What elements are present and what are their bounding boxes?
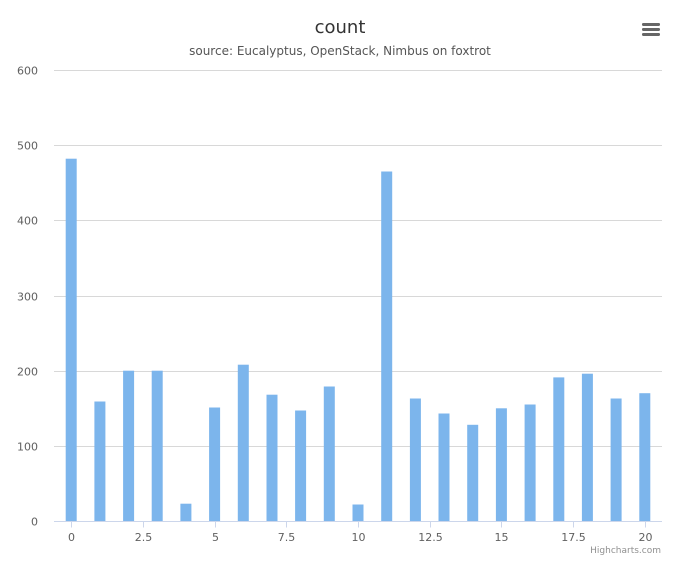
- bar[interactable]: [639, 393, 651, 521]
- menu-button[interactable]: [636, 16, 666, 42]
- bar[interactable]: [553, 377, 565, 521]
- x-tick-label: 7.5: [278, 531, 296, 544]
- hamburger-menu-icon: [642, 23, 660, 36]
- chart-title: count: [315, 17, 366, 38]
- y-tick-label: 200: [17, 366, 38, 379]
- chart-subtitle: source: Eucalyptus, OpenStack, Nimbus on…: [189, 44, 491, 58]
- x-tick-label: 12.5: [418, 531, 443, 544]
- y-tick-label: 100: [17, 441, 38, 454]
- y-tick-label: 300: [17, 291, 38, 304]
- bars: [65, 158, 651, 522]
- x-tick-label: 2.5: [135, 531, 153, 544]
- bar[interactable]: [467, 424, 479, 521]
- x-tick-label: 0: [68, 531, 75, 544]
- bar[interactable]: [524, 404, 536, 522]
- x-axis-ticks: 0 2.5 5 7.5 10 12.5 15 17.5 20: [68, 521, 653, 544]
- x-tick-label: 15: [495, 531, 509, 544]
- credits-link[interactable]: Highcharts.com: [590, 546, 661, 556]
- bar[interactable]: [495, 408, 507, 522]
- bar[interactable]: [123, 370, 135, 521]
- bar[interactable]: [209, 407, 221, 522]
- bar[interactable]: [610, 398, 622, 522]
- bar[interactable]: [151, 370, 163, 521]
- y-tick-label: 600: [17, 65, 38, 78]
- bar[interactable]: [409, 398, 421, 522]
- y-tick-label: 0: [31, 516, 38, 529]
- bar[interactable]: [180, 503, 192, 521]
- bar[interactable]: [581, 373, 593, 521]
- bar[interactable]: [438, 413, 450, 522]
- bar[interactable]: [94, 401, 106, 522]
- x-tick-label: 20: [639, 531, 653, 544]
- bar[interactable]: [65, 158, 77, 521]
- x-tick-label: 5: [212, 531, 219, 544]
- y-tick-label: 500: [17, 140, 38, 153]
- x-tick-label: 17.5: [561, 531, 586, 544]
- bar[interactable]: [237, 364, 249, 521]
- y-axis-ticks: 0 100 200 300 400 500 600: [17, 65, 38, 529]
- bar[interactable]: [352, 504, 364, 522]
- x-tick-label: 10: [352, 531, 366, 544]
- y-tick-label: 400: [17, 215, 38, 228]
- y-gridlines: [54, 70, 662, 447]
- bar[interactable]: [266, 394, 278, 521]
- bar[interactable]: [323, 386, 335, 522]
- bar[interactable]: [295, 410, 307, 522]
- bar[interactable]: [381, 171, 393, 522]
